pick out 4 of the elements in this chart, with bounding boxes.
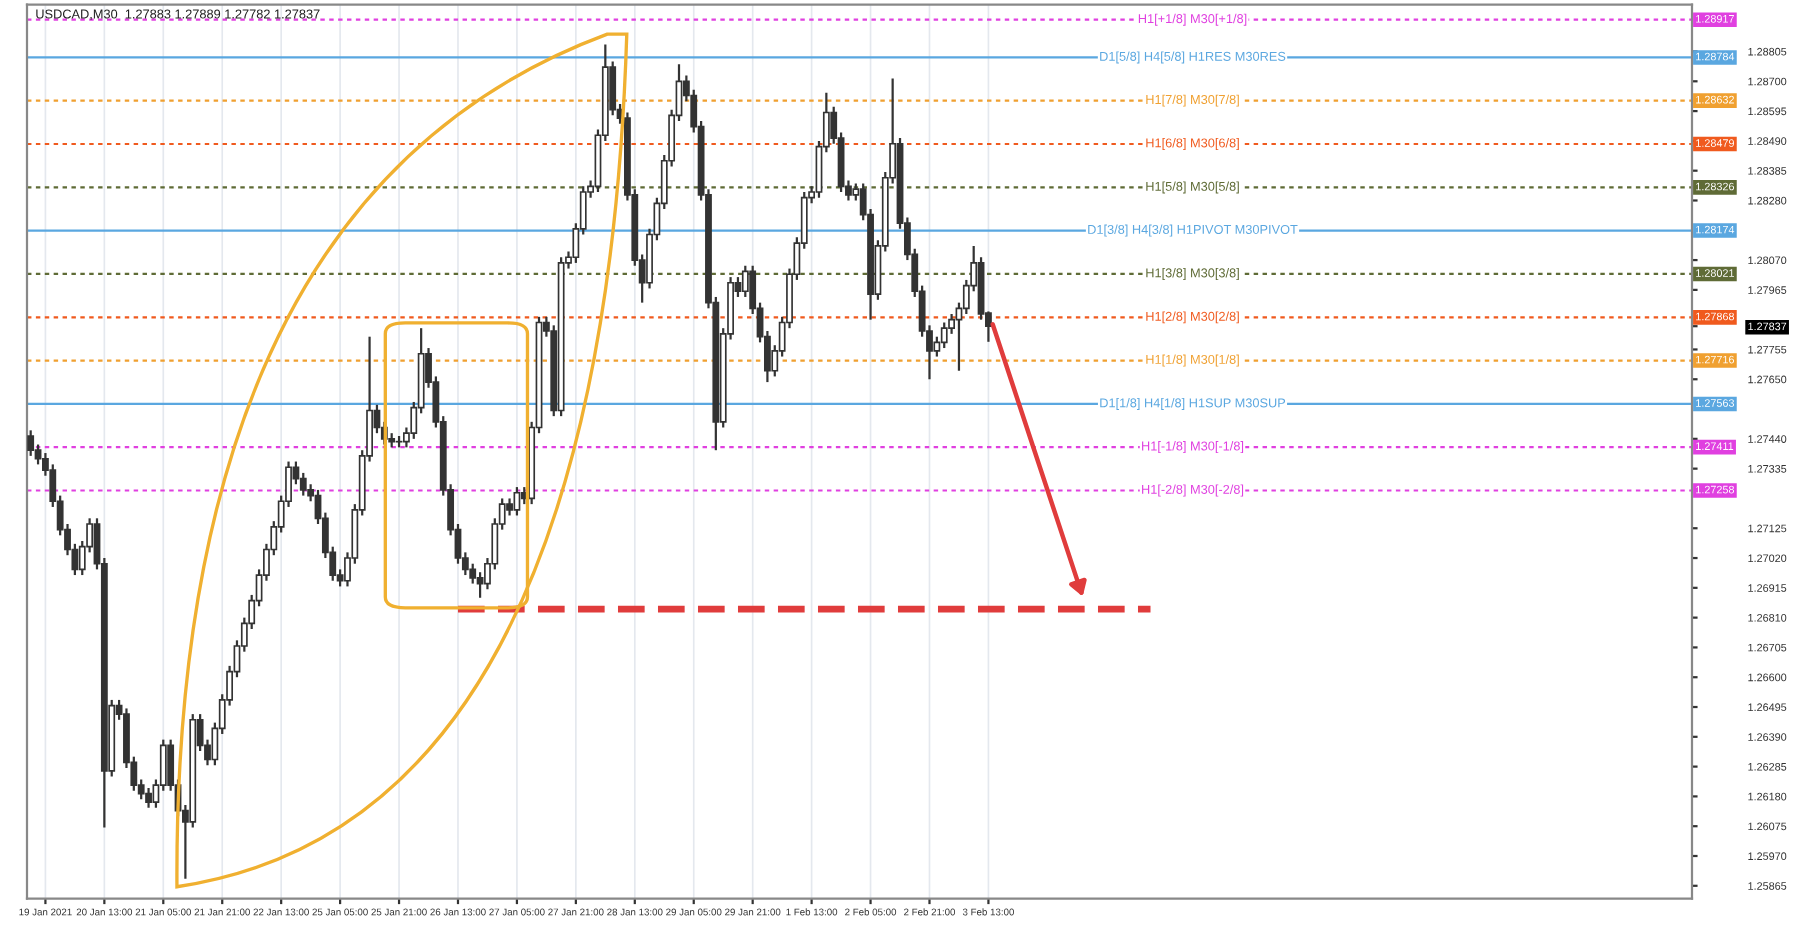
candlestick [940, 321, 948, 350]
candlestick [27, 429, 35, 457]
candlestick [145, 786, 152, 809]
candlestick [513, 485, 521, 517]
